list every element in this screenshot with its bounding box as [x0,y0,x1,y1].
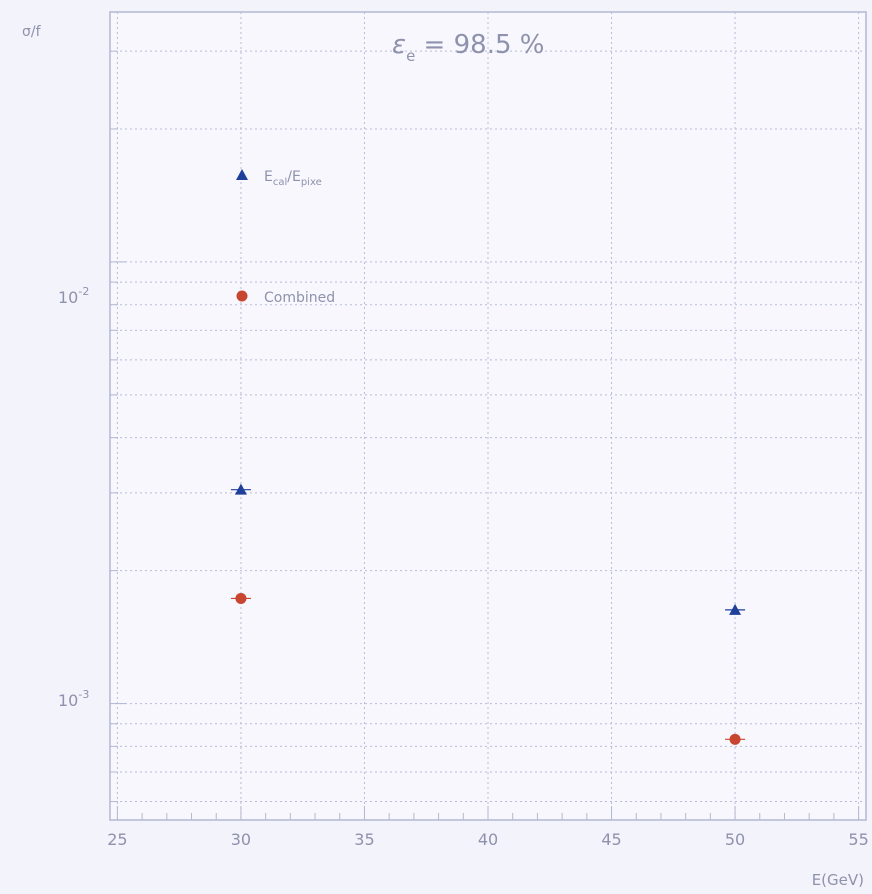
x-tick-label: 35 [354,830,374,849]
legend-entry-combined: Combined [236,290,335,306]
legend-entry-ecal: Ecal/Epixe [236,169,322,188]
data-point-ecal [725,603,746,615]
plot-frame [109,11,867,821]
x-tick-label: 50 [725,830,745,849]
title-epsilon: ε [392,30,406,60]
data-point-ecal [230,483,251,495]
data-points [230,483,746,745]
data-point-combined [230,592,251,604]
y-decade-label-1e-3: 10-3 [58,688,89,710]
legend: Ecal/Epixe Combined [236,169,335,306]
title-value: = 98.5 % [415,30,544,60]
x-tick-label: 30 [231,830,251,849]
triangle-marker [729,603,742,615]
data-point-combined [725,733,746,745]
legend-sub-cal: cal [273,177,287,188]
grid [110,12,866,820]
legend-circle-marker [236,290,248,302]
x-tick-label: 25 [107,830,127,849]
chart-title: εe = 98.5 % [392,30,544,65]
axis-ticks [110,50,860,820]
triangle-marker [234,483,247,495]
x-tick-label: 55 [848,830,868,849]
legend-label-e: E [264,169,273,185]
legend-label-ecal: Ecal/Epixe [264,169,322,188]
y-decade-label-1e-2: 10-2 [58,285,89,307]
circle-marker [235,592,247,604]
y-tick-label-exponent: -2 [78,285,89,298]
svg-text:10-2: 10-2 [58,285,89,307]
x-tick-label: 40 [478,830,498,849]
y-tick-label-exponent: -3 [78,688,89,701]
legend-sub-pixe: pixe [301,177,322,188]
y-axis-label: σ/f [22,24,42,40]
legend-triangle-marker [236,169,248,180]
x-axis-label: E(GeV) [812,871,864,889]
legend-label-combined: Combined [264,290,335,306]
y-tick-label-base: 10 [58,288,78,307]
y-tick-label-base: 10 [58,691,78,710]
title-subscript: e [406,47,415,65]
x-tick-label: 45 [601,830,621,849]
x-tick-labels: 25 30 35 40 45 50 55 [107,830,869,849]
svg-text:10-3: 10-3 [58,688,89,710]
legend-label-slash: /E [287,169,301,185]
circle-marker [729,733,741,745]
